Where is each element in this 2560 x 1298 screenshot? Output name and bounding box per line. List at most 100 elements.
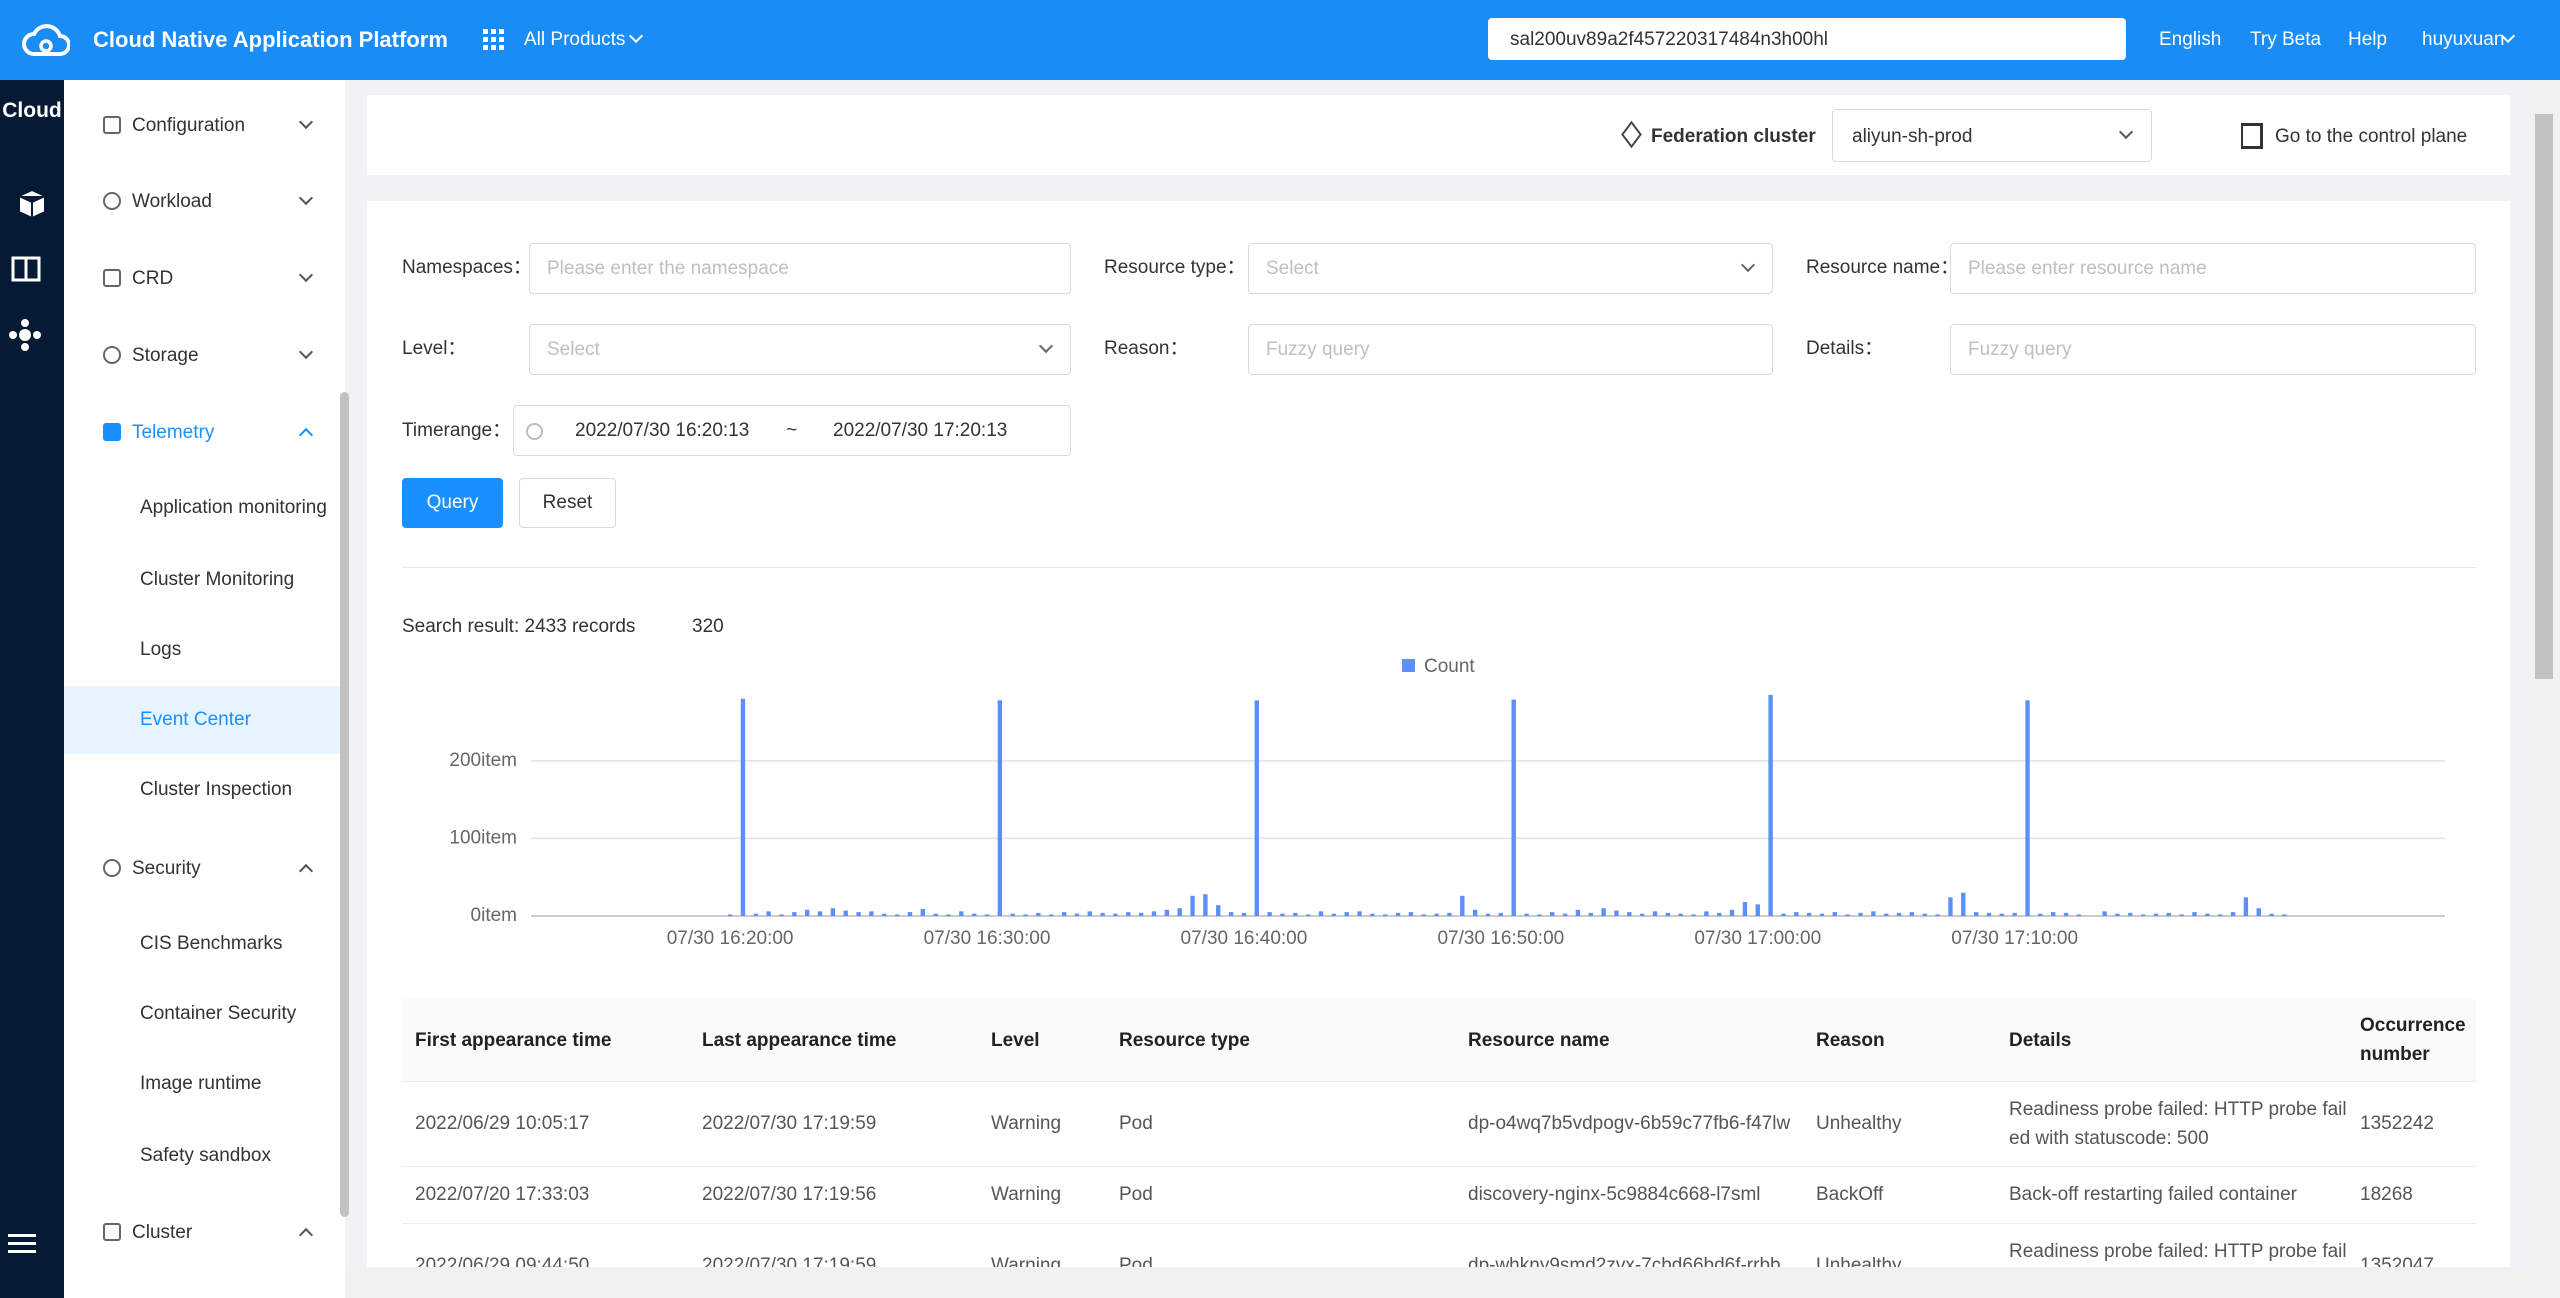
rail-menu-bar <box>8 1242 36 1245</box>
side-rail <box>0 80 64 1298</box>
cell-text: Warning <box>991 1184 1062 1205</box>
query-button[interactable]: Query <box>402 478 503 528</box>
submenu-item[interactable]: Logs <box>140 639 182 660</box>
table-cell: 2022/07/20 17:33:03 <box>415 1166 685 1223</box>
search-text: sal200uv89a2f457220317484n3h00hl <box>1510 29 1829 50</box>
rail-network-node <box>21 319 29 327</box>
submenu-item[interactable]: Image runtime <box>140 1073 262 1094</box>
timerange-input[interactable] <box>513 405 1071 456</box>
menu-item[interactable]: Cluster <box>132 1222 193 1243</box>
filter-input[interactable] <box>1248 243 1773 294</box>
apps-dot <box>491 29 496 34</box>
header-bar <box>0 0 2560 80</box>
h-scrollbar <box>345 1267 2528 1298</box>
rail-network-icon[interactable] <box>19 329 31 341</box>
header-link[interactable]: English <box>2159 29 2222 50</box>
cluster-value: aliyun-sh-prod <box>1852 126 1973 147</box>
result-text: Search result: 2433 records <box>402 616 636 637</box>
cell-text: Pod <box>1119 1113 1153 1134</box>
header-link[interactable]: huyuxuan <box>2422 29 2505 50</box>
table-cell: Unhealthy <box>1816 1081 1996 1166</box>
filter-placeholder: Fuzzy query <box>1968 339 2072 360</box>
logo-dot <box>39 39 53 53</box>
filter-label: Level： <box>402 338 467 359</box>
apps-dot <box>499 45 504 50</box>
table-cell: Readiness probe failed: HTTP probe faile… <box>2009 1081 2349 1166</box>
menu-selected <box>64 686 340 754</box>
table-cell: dp-o4wq7b5vdpogv-6b59c77fb6-f47lw <box>1468 1081 1798 1166</box>
filter-label: Reason： <box>1104 338 1189 359</box>
table-header-cell: Resource type <box>1119 1029 1250 1051</box>
menu-icon <box>103 116 121 134</box>
cell-text: BackOff <box>1816 1184 1884 1205</box>
submenu-item[interactable]: Event Center <box>140 709 251 730</box>
submenu-item[interactable]: CIS Benchmarks <box>140 933 283 954</box>
filter-placeholder: Select <box>1266 258 1319 279</box>
menu-item[interactable]: Telemetry <box>132 422 215 443</box>
filter-placeholder: Please enter resource name <box>1968 258 2207 279</box>
header-link[interactable]: Help <box>2348 29 2388 50</box>
control-plane-link[interactable]: Go to the control plane <box>2275 126 2468 147</box>
submenu-item[interactable]: Safety sandbox <box>140 1145 271 1166</box>
menu-item[interactable]: CRD <box>132 268 174 289</box>
apps-dot <box>483 45 488 50</box>
cell-text: 2022/07/20 17:33:03 <box>415 1184 590 1205</box>
menu-icon <box>103 269 121 287</box>
rail-icons <box>8 188 46 1253</box>
menu-item[interactable]: Storage <box>132 345 199 366</box>
rail-cube-icon[interactable] <box>18 188 46 220</box>
menu-icon <box>103 346 121 364</box>
table-cell: 2022/07/30 17:19:56 <box>702 1166 972 1223</box>
filter-input[interactable] <box>1950 324 2476 375</box>
rail-network-node <box>33 331 41 339</box>
cell-text: Pod <box>1119 1184 1153 1205</box>
table-row-line <box>402 1166 2476 1167</box>
table-header-cell: Resource name <box>1468 1029 1610 1051</box>
filter-placeholder: Fuzzy query <box>1266 339 1370 360</box>
filter-label: Namespaces： <box>402 257 532 278</box>
table-header-cell: Level <box>991 1029 1040 1051</box>
filter-input[interactable] <box>1950 243 2476 294</box>
menu-icon <box>103 423 121 441</box>
products-menu[interactable]: All Products <box>524 29 626 50</box>
search-box[interactable] <box>1488 18 2126 60</box>
cell-text: discovery-nginx-5c9884c668-l7sml <box>1468 1184 1761 1205</box>
rail-menu-bar <box>8 1250 36 1253</box>
submenu-item[interactable]: Container Security <box>140 1003 297 1024</box>
table-cell: 1352242 <box>2360 1081 2470 1166</box>
submenu-item[interactable]: Application monitoring <box>140 497 327 518</box>
timerange-separator: ~ <box>786 420 798 441</box>
cell-text: Warning <box>991 1113 1062 1134</box>
v-scroll-thumb[interactable] <box>2535 114 2553 679</box>
filter-input[interactable] <box>1248 324 1773 375</box>
menu-item[interactable]: Workload <box>132 191 212 212</box>
table-cell: Warning <box>991 1081 1101 1166</box>
cell-text: dp-o4wq7b5vdpogv-6b59c77fb6-f47lw <box>1468 1113 1791 1134</box>
clock-icon <box>526 423 543 440</box>
table-cell: 2022/07/30 17:19:59 <box>702 1081 972 1166</box>
cell-text: 2022/07/30 17:19:56 <box>702 1184 877 1205</box>
filter-label: Details： <box>1806 338 1884 359</box>
filter-input[interactable] <box>529 324 1071 375</box>
rail-menu-icon[interactable] <box>8 1234 36 1237</box>
apps-icon[interactable] <box>483 29 505 51</box>
menu-item[interactable]: Security <box>132 858 201 879</box>
rail-network-node <box>21 343 29 351</box>
warning-count: 320 <box>692 616 724 637</box>
table-cell: discovery-nginx-5c9884c668-l7sml <box>1468 1166 1798 1223</box>
header-link[interactable]: Try Beta <box>2250 29 2322 50</box>
menu-item[interactable]: Configuration <box>132 115 246 136</box>
apps-dot <box>491 45 496 50</box>
control-plane-icon <box>2241 123 2263 149</box>
table-cell: Pod <box>1119 1166 1449 1223</box>
cluster-select[interactable] <box>1832 109 2152 162</box>
rail-network-node <box>9 331 17 339</box>
submenu-item[interactable]: Cluster Inspection <box>140 779 293 800</box>
filter-input[interactable] <box>529 243 1071 294</box>
submenu-item[interactable]: Cluster Monitoring <box>140 569 295 590</box>
reset-button[interactable]: Reset <box>519 478 616 528</box>
timerange-end: 2022/07/30 17:20:13 <box>833 420 1008 441</box>
cell-text: 2022/07/30 17:19:59 <box>702 1113 877 1134</box>
logo-cloud <box>22 24 70 56</box>
